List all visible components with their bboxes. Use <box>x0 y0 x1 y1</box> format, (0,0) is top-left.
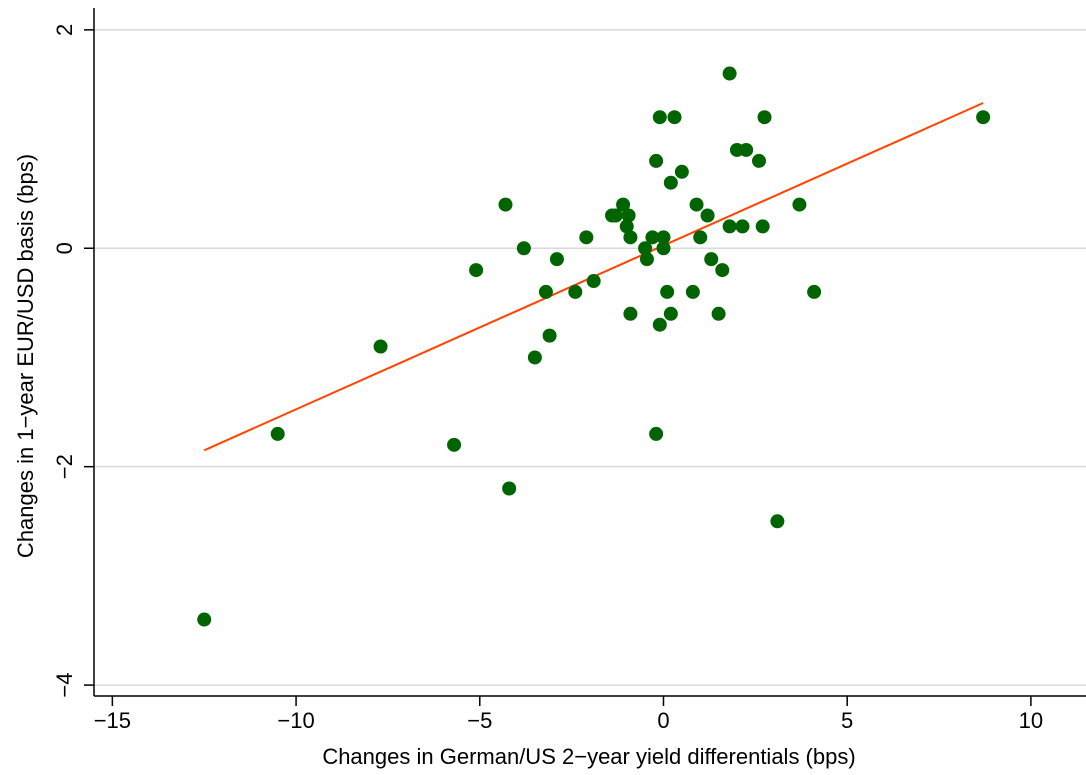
data-point <box>616 197 631 212</box>
grid-lines <box>94 29 1086 686</box>
data-point <box>663 306 678 321</box>
data-point <box>645 230 660 245</box>
x-axis-title: Changes in German/US 2−year yield differ… <box>322 744 855 769</box>
data-point <box>549 252 564 267</box>
data-point <box>373 339 388 354</box>
y-axis-title: Changes in 1−year EUR/USD basis (bps) <box>13 154 38 558</box>
data-point <box>663 175 678 190</box>
data-point <box>739 142 754 157</box>
data-point <box>527 350 542 365</box>
data-point <box>667 110 682 125</box>
data-point <box>715 263 730 278</box>
data-point <box>516 241 531 256</box>
data-point <box>685 284 700 299</box>
data-point <box>689 197 704 212</box>
y-ticks: −4 −2 0 2 <box>52 24 94 698</box>
y-tick-label: 2 <box>52 24 77 36</box>
data-point <box>700 208 715 223</box>
data-point <box>621 208 636 223</box>
data-point <box>704 252 719 267</box>
data-point <box>469 263 484 278</box>
data-point <box>498 197 513 212</box>
data-point <box>447 437 462 452</box>
data-point <box>623 306 638 321</box>
data-point <box>649 426 664 441</box>
data-point <box>660 284 675 299</box>
y-tick-label: −4 <box>52 673 77 698</box>
data-point <box>770 514 785 529</box>
data-point <box>674 164 689 179</box>
x-ticks: −15 −10 −5 0 5 10 <box>94 696 1043 733</box>
x-tick-label: 0 <box>657 708 669 733</box>
x-tick-label: 10 <box>1019 708 1043 733</box>
data-point <box>579 230 594 245</box>
data-point <box>656 241 671 256</box>
data-point <box>792 197 807 212</box>
x-tick-label: 5 <box>841 708 853 733</box>
data-point <box>638 241 653 256</box>
data-point <box>538 284 553 299</box>
data-point <box>752 153 767 168</box>
y-tick-label: 0 <box>52 242 77 254</box>
data-point <box>722 219 737 234</box>
data-point <box>652 317 667 332</box>
data-point <box>608 208 623 223</box>
points-layer <box>197 66 991 627</box>
x-tick-label: −10 <box>277 708 314 733</box>
data-point <box>619 219 634 234</box>
data-point <box>652 110 667 125</box>
data-point <box>649 153 664 168</box>
data-point <box>270 426 285 441</box>
data-point <box>656 230 671 245</box>
data-point <box>807 284 822 299</box>
data-point <box>711 306 726 321</box>
data-point <box>757 110 772 125</box>
data-point <box>735 219 750 234</box>
data-point <box>755 219 770 234</box>
data-point <box>693 230 708 245</box>
y-tick-label: −2 <box>52 454 77 479</box>
data-point <box>197 612 212 627</box>
data-point <box>976 110 991 125</box>
data-point <box>542 328 557 343</box>
data-point <box>502 481 517 496</box>
x-tick-label: −5 <box>467 708 492 733</box>
x-tick-label: −15 <box>94 708 131 733</box>
data-point <box>568 284 583 299</box>
data-point <box>623 230 638 245</box>
data-point <box>639 252 654 267</box>
data-point <box>722 66 737 81</box>
data-point <box>586 274 601 289</box>
